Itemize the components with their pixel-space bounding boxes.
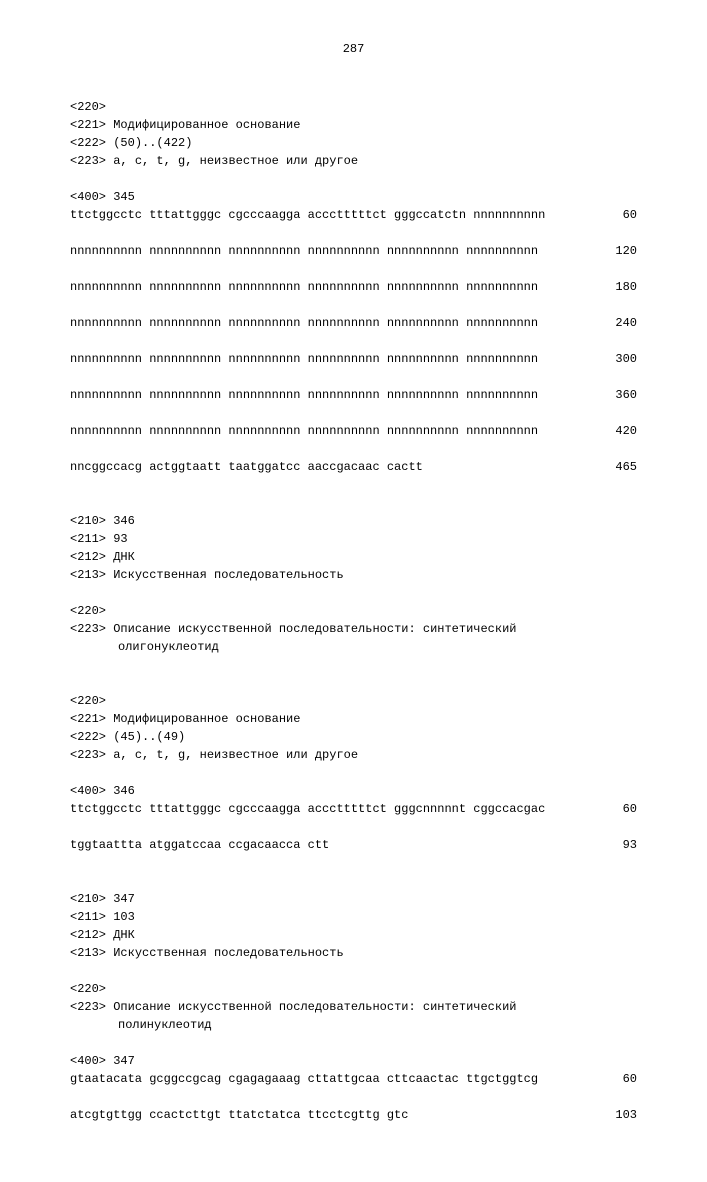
feature-line: <223> Описание искусственной последовате… (70, 620, 637, 638)
header-line: <210> 346 (70, 512, 637, 530)
header-line: <211> 93 (70, 530, 637, 548)
seq-header: <400> 345 (70, 188, 637, 206)
feature-cont: олигонуклеотид (70, 638, 637, 656)
feature-block: <220> <221> Модифицированное основание <… (70, 692, 637, 764)
feature-line: <223> a, c, t, g, неизвестное или другое (70, 152, 637, 170)
seq-row: ttctggcctc tttattgggc cgcccaagga acccttt… (70, 800, 637, 818)
header-line: <213> Искусственная последовательность (70, 566, 637, 584)
feature-block: <220> <223> Описание искусственной после… (70, 980, 637, 1034)
seq-row: gtaatacata gcggccgcag cgagagaaag cttattg… (70, 1070, 637, 1088)
header-line: <212> ДНК (70, 926, 637, 944)
sequence-block: <400> 347 gtaatacata gcggccgcag cgagagaa… (70, 1052, 637, 1124)
feature-line: <222> (45)..(49) (70, 728, 637, 746)
feature-line: <223> a, c, t, g, неизвестное или другое (70, 746, 637, 764)
header-line: <211> 103 (70, 908, 637, 926)
header-block: <210> 347 <211> 103 <212> ДНК <213> Иску… (70, 890, 637, 962)
seq-row: ttctggcctc tttattgggc cgcccaagga acccttt… (70, 206, 637, 224)
seq-header: <400> 346 (70, 782, 637, 800)
feature-block: <220> <221> Модифицированное основание <… (70, 98, 637, 170)
feature-line: <220> (70, 602, 637, 620)
page-number: 287 (70, 40, 637, 58)
feature-cont: полинуклеотид (70, 1016, 637, 1034)
header-line: <213> Искусственная последовательность (70, 944, 637, 962)
header-line: <210> 347 (70, 890, 637, 908)
seq-row: nnnnnnnnnn nnnnnnnnnn nnnnnnnnnn nnnnnnn… (70, 350, 637, 368)
header-block: <210> 346 <211> 93 <212> ДНК <213> Искус… (70, 512, 637, 584)
feature-line: <222> (50)..(422) (70, 134, 637, 152)
feature-line: <221> Модифицированное основание (70, 710, 637, 728)
feature-block: <220> <223> Описание искусственной после… (70, 602, 637, 656)
seq-row: nnnnnnnnnn nnnnnnnnnn nnnnnnnnnn nnnnnnn… (70, 242, 637, 260)
feature-line: <221> Модифицированное основание (70, 116, 637, 134)
seq-row: nnnnnnnnnn nnnnnnnnnn nnnnnnnnnn nnnnnnn… (70, 386, 637, 404)
seq-header: <400> 347 (70, 1052, 637, 1070)
seq-row: nnnnnnnnnn nnnnnnnnnn nnnnnnnnnn nnnnnnn… (70, 422, 637, 440)
sequence-block: <400> 346 ttctggcctc tttattgggc cgcccaag… (70, 782, 637, 854)
seq-row: nnnnnnnnnn nnnnnnnnnn nnnnnnnnnn nnnnnnn… (70, 314, 637, 332)
sequence-block: <400> 345 ttctggcctc tttattgggc cgcccaag… (70, 188, 637, 476)
seq-row: atcgtgttgg ccactcttgt ttatctatca ttcctcg… (70, 1106, 637, 1124)
header-line: <212> ДНК (70, 548, 637, 566)
feature-line: <220> (70, 98, 637, 116)
feature-line: <220> (70, 692, 637, 710)
feature-line: <220> (70, 980, 637, 998)
seq-row: nncggccacg actggtaatt taatggatcc aaccgac… (70, 458, 637, 476)
feature-line: <223> Описание искусственной последовате… (70, 998, 637, 1016)
seq-row: nnnnnnnnnn nnnnnnnnnn nnnnnnnnnn nnnnnnn… (70, 278, 637, 296)
seq-row: tggtaattta atggatccaa ccgacaacca ctt93 (70, 836, 637, 854)
